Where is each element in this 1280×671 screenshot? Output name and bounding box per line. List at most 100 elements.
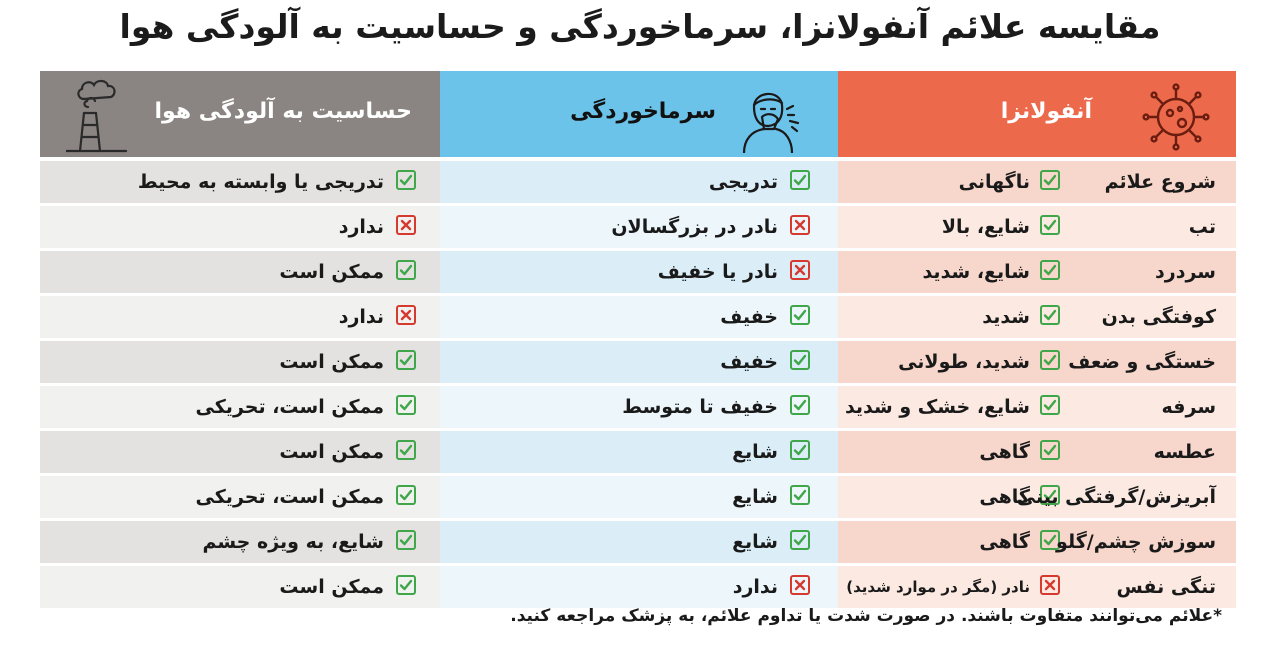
check-icon	[790, 440, 810, 460]
symptom-label: سردرد	[1155, 261, 1216, 283]
check-icon	[790, 350, 810, 370]
footnote: *علائم می‌توانند متفاوت باشند. در صورت ش…	[510, 606, 1222, 626]
cell-value: ممکن است، تحریکی	[195, 486, 384, 508]
table-row: ممکن است نادر یا خفیف شایع، شدید سردرد	[40, 251, 1236, 293]
cell-value: ناگهانی	[958, 171, 1030, 193]
cross-icon	[1040, 575, 1060, 595]
cell-value: نادر یا خفیف	[657, 261, 778, 283]
cell-value: ندارد	[732, 576, 778, 598]
cell-allergy: ندارد	[40, 206, 440, 248]
comparison-table: حساسیت به آلودگی هوا سرماخوردگی	[40, 71, 1236, 611]
symptom-label: کوفتگی بدن	[1101, 306, 1216, 328]
check-icon	[790, 530, 810, 550]
cell-value: خفیف	[720, 351, 778, 373]
check-icon	[790, 395, 810, 415]
table-row: ممکن است شایع گاهی عطسه	[40, 431, 1236, 473]
check-icon	[396, 485, 416, 505]
cell-value: شایع، خشک و شدید	[844, 396, 1030, 418]
cell-cold: خفیف	[440, 341, 838, 383]
table-row: ندارد خفیف شدید کوفتگی بدن	[40, 296, 1236, 338]
cell-value: شایع، شدید	[922, 261, 1030, 283]
symptom-label: سوزش چشم/گلو	[1056, 531, 1216, 553]
symptom-label: تب	[1188, 216, 1216, 238]
check-icon	[1040, 305, 1060, 325]
check-icon	[1040, 530, 1060, 550]
cell-flu: گاهی عطسه	[838, 431, 1236, 473]
cell-flu: گاهی آبریزش/گرفتگی بینی	[838, 476, 1236, 518]
cell-allergy: ممکن است، تحریکی	[40, 386, 440, 428]
check-icon	[790, 305, 810, 325]
cell-value: گاهی	[979, 441, 1030, 463]
cell-value: تدریجی یا وابسته به محیط	[137, 171, 384, 193]
sneezing-person-icon	[740, 77, 810, 157]
table-row: ممکن است، تحریکی شایع گاهی آبریزش/گرفتگی بی…	[40, 476, 1236, 518]
cell-flu: شدید کوفتگی بدن	[838, 296, 1236, 338]
cell-value: ممکن است	[279, 441, 384, 463]
cell-flu: شایع، بالا تب	[838, 206, 1236, 248]
cell-cold: شایع	[440, 431, 838, 473]
table-row: ندارد نادر در بزرگسالان شایع، بالا تب	[40, 206, 1236, 248]
cell-flu: شدید، طولانی خستگی و ضعف	[838, 341, 1236, 383]
table-row: ممکن است خفیف شدید، طولانی خستگی و ضعف	[40, 341, 1236, 383]
check-icon	[396, 440, 416, 460]
cell-value: شدید	[982, 306, 1030, 328]
cell-allergy: شایع، به ویژه چشم	[40, 521, 440, 563]
cell-allergy: ممکن است	[40, 566, 440, 608]
check-icon	[1040, 485, 1060, 505]
symptom-label: آبریزش/گرفتگی بینی	[1016, 486, 1216, 508]
cell-value: ممکن است	[279, 576, 384, 598]
check-icon	[396, 575, 416, 595]
cell-value: شدید، طولانی	[898, 351, 1030, 373]
cell-value: نادر در بزرگسالان	[611, 216, 778, 238]
cell-value: خفیف	[720, 306, 778, 328]
cross-icon	[790, 260, 810, 280]
cell-flu: ناگهانی شروع علائم	[838, 161, 1236, 203]
cell-value: ندارد	[338, 306, 384, 328]
table-row: شایع، به ویژه چشم شایع گاهی سوزش چشم/گلو	[40, 521, 1236, 563]
check-icon	[1040, 215, 1060, 235]
cell-flu: شایع، شدید سردرد	[838, 251, 1236, 293]
cell-value: شایع	[732, 441, 778, 463]
cell-cold: شایع	[440, 521, 838, 563]
virus-icon	[1140, 79, 1212, 155]
table-row: ممکن است ندارد نادر (مگر در موارد شدید) تنگ…	[40, 566, 1236, 608]
cell-flu: نادر (مگر در موارد شدید) تنگی نفس	[838, 566, 1236, 608]
table-header: حساسیت به آلودگی هوا سرماخوردگی	[40, 71, 1236, 157]
cell-value: شایع، به ویژه چشم	[202, 531, 384, 553]
cell-flu: گاهی سوزش چشم/گلو	[838, 521, 1236, 563]
cell-value: تدریجی	[708, 171, 778, 193]
symptom-label: سرفه	[1161, 396, 1216, 418]
cell-value: گاهی	[979, 486, 1030, 508]
cell-cold: نادر یا خفیف	[440, 251, 838, 293]
table-body: تدریجی یا وابسته به محیط تدریجی ناگهانی شرو…	[40, 161, 1236, 608]
cell-value: شایع	[732, 531, 778, 553]
cross-icon	[790, 215, 810, 235]
symptom-label: عطسه	[1153, 441, 1216, 463]
check-icon	[1040, 350, 1060, 370]
cell-value: ممکن است	[279, 261, 384, 283]
cell-value: نادر (مگر در موارد شدید)	[846, 578, 1030, 596]
cell-cold: خفیف تا متوسط	[440, 386, 838, 428]
header-cold: سرماخوردگی	[440, 71, 838, 157]
check-icon	[1040, 395, 1060, 415]
symptom-label: خستگی و ضعف	[1068, 351, 1216, 373]
cell-cold: نادر در بزرگسالان	[440, 206, 838, 248]
cell-value: خفیف تا متوسط	[622, 396, 778, 418]
cell-cold: تدریجی	[440, 161, 838, 203]
cell-cold: ندارد	[440, 566, 838, 608]
cell-allergy: تدریجی یا وابسته به محیط	[40, 161, 440, 203]
header-flu-label: آنفولانزا	[1000, 99, 1092, 124]
table-row: ممکن است، تحریکی خفیف تا متوسط شایع، خشک و…	[40, 386, 1236, 428]
cell-value: گاهی	[979, 531, 1030, 553]
check-icon	[396, 395, 416, 415]
header-flu: آنفولانزا	[838, 71, 1236, 157]
check-icon	[790, 170, 810, 190]
cross-icon	[396, 305, 416, 325]
header-allergy-label: حساسیت به آلودگی هوا	[154, 99, 412, 124]
check-icon	[1040, 440, 1060, 460]
check-icon	[396, 530, 416, 550]
symptom-label: تنگی نفس	[1116, 576, 1216, 598]
check-icon	[396, 170, 416, 190]
cell-value: ممکن است، تحریکی	[195, 396, 384, 418]
cross-icon	[790, 575, 810, 595]
